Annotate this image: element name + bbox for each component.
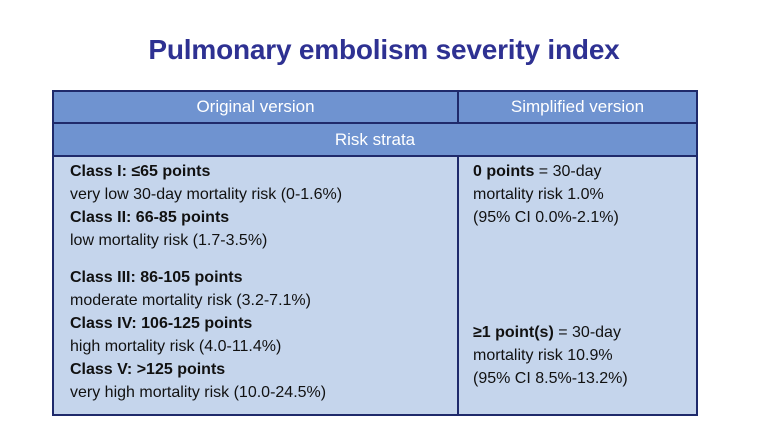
header-original-version: Original version [196, 97, 315, 116]
class-1-label: Class I: ≤65 points [70, 163, 211, 180]
table-header-row: Original version Simplified version [54, 92, 696, 124]
class-5-label: Class V: >125 points [70, 361, 226, 378]
class-3-label: Class III: 86-105 points [70, 269, 243, 286]
slide-title: Pulmonary embolism severity index [148, 34, 620, 65]
psi-table: Original version Simplified version Risk… [52, 90, 698, 416]
simplified-zero-points-text: = 30-day [534, 163, 602, 180]
original-version-cell: Class I: ≤65 points very low 30-day mort… [54, 157, 457, 414]
simplified-one-point-line3: (95% CI 8.5%-13.2%) [473, 370, 628, 387]
class-1-desc: very low 30-day mortality risk (0-1.6%) [70, 186, 343, 203]
class-4-label: Class IV: 106-125 points [70, 315, 253, 332]
class-2-label: Class II: 66-85 points [70, 209, 230, 226]
simplified-one-point-line1: ≥1 point(s) = 30-day [473, 324, 621, 342]
simplified-zero-points-label: 0 points [473, 163, 535, 180]
simplified-zero-points-line2: mortality risk 1.0% [473, 186, 604, 203]
column-divider [457, 92, 459, 124]
simplified-one-point-line2: mortality risk 10.9% [473, 347, 613, 364]
simplified-zero-points-line3: (95% CI 0.0%-2.1%) [473, 209, 619, 226]
header-simplified-version: Simplified version [510, 97, 645, 116]
simplified-version-cell: 0 points = 30-day mortality risk 1.0% (9… [459, 157, 696, 414]
column-divider [457, 157, 459, 414]
class-2-desc: low mortality risk (1.7-3.5%) [70, 232, 268, 249]
simplified-one-point-label: ≥1 point(s) [473, 324, 554, 341]
class-4-desc: high mortality risk (4.0-11.4%) [70, 338, 282, 355]
simplified-one-point-text: = 30-day [553, 324, 621, 341]
risk-strata-row: Risk strata [54, 124, 696, 157]
class-3-desc: moderate mortality risk (3.2-7.1%) [70, 292, 311, 309]
class-5-desc: very high mortality risk (10.0-24.5%) [70, 384, 327, 401]
simplified-zero-points-line1: 0 points = 30-day [473, 163, 602, 181]
